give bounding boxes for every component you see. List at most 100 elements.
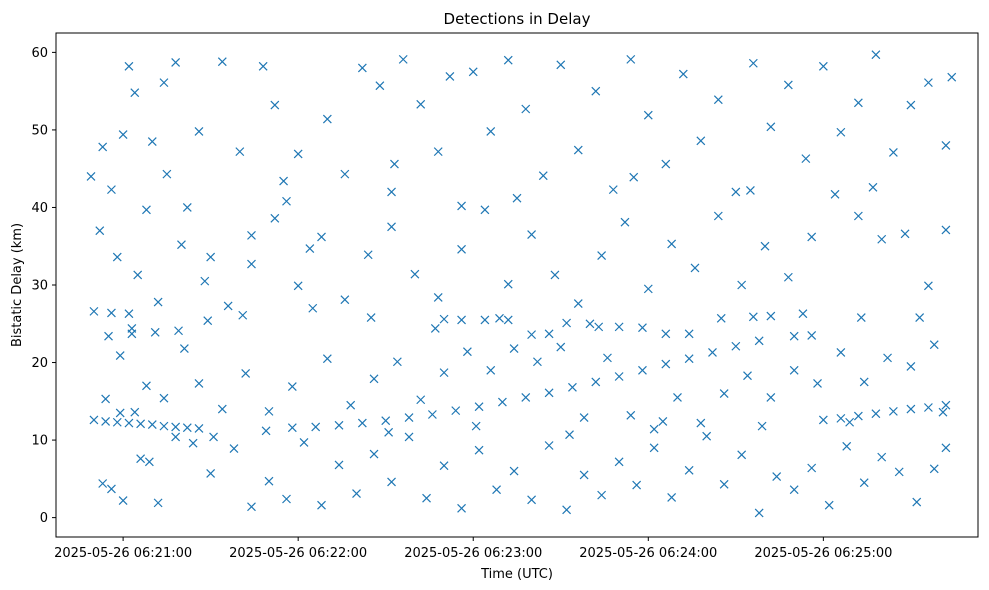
data-point bbox=[789, 365, 799, 375]
data-point bbox=[159, 393, 169, 403]
data-point bbox=[433, 147, 443, 157]
data-point bbox=[544, 388, 554, 398]
data-point bbox=[390, 159, 399, 169]
data-point bbox=[486, 365, 496, 375]
data-point bbox=[206, 468, 216, 478]
data-point bbox=[101, 417, 111, 426]
data-point bbox=[162, 169, 172, 179]
y-axis-ticks: 0 10 20 30 40 50 60 bbox=[31, 46, 56, 526]
data-point bbox=[457, 503, 466, 513]
data-point bbox=[766, 122, 776, 132]
data-point bbox=[451, 406, 461, 416]
data-point bbox=[247, 259, 256, 269]
data-point bbox=[439, 368, 449, 378]
data-point bbox=[311, 422, 321, 432]
data-point bbox=[317, 500, 326, 510]
data-point bbox=[853, 98, 863, 108]
data-point bbox=[719, 389, 729, 398]
data-point bbox=[468, 67, 478, 77]
data-point bbox=[439, 461, 449, 471]
data-point bbox=[760, 241, 770, 251]
data-point bbox=[836, 348, 846, 357]
data-point bbox=[912, 497, 922, 507]
data-point bbox=[585, 319, 595, 329]
data-point bbox=[492, 485, 502, 495]
data-point bbox=[877, 234, 887, 244]
data-point bbox=[818, 415, 828, 425]
data-point bbox=[136, 454, 146, 464]
data-point bbox=[906, 361, 916, 371]
data-point bbox=[509, 466, 519, 476]
data-point bbox=[369, 449, 379, 459]
data-point bbox=[503, 55, 513, 65]
data-point bbox=[521, 104, 531, 114]
data-point bbox=[177, 240, 186, 250]
data-point bbox=[439, 314, 449, 324]
data-point bbox=[731, 341, 741, 351]
data-point bbox=[433, 292, 443, 302]
data-point bbox=[929, 340, 939, 350]
data-point bbox=[521, 393, 531, 402]
data-point bbox=[369, 374, 379, 384]
data-point bbox=[471, 421, 481, 431]
data-point bbox=[159, 421, 169, 431]
data-point bbox=[223, 301, 233, 311]
data-point bbox=[95, 226, 105, 236]
data-point bbox=[696, 418, 706, 428]
data-point bbox=[667, 239, 677, 249]
data-point bbox=[941, 443, 951, 453]
data-point bbox=[340, 295, 350, 305]
data-point bbox=[579, 470, 589, 480]
data-point bbox=[550, 270, 560, 280]
data-point bbox=[684, 329, 694, 339]
data-point bbox=[98, 142, 108, 152]
y-tick-label: 60 bbox=[31, 46, 48, 61]
data-point bbox=[702, 431, 712, 441]
data-point bbox=[124, 309, 134, 319]
data-point bbox=[241, 368, 251, 378]
data-point bbox=[457, 315, 466, 325]
data-point bbox=[182, 203, 192, 212]
data-point bbox=[894, 467, 904, 477]
data-point bbox=[229, 444, 239, 454]
data-point bbox=[789, 485, 799, 495]
x-axis-ticks: 2025-05-26 06:21:00 2025-05-26 06:22:00 20… bbox=[54, 537, 892, 561]
data-point bbox=[503, 279, 513, 289]
data-point bbox=[457, 244, 466, 254]
data-point bbox=[512, 193, 522, 203]
data-point bbox=[305, 244, 315, 253]
data-point bbox=[527, 495, 537, 505]
data-point bbox=[270, 100, 280, 110]
data-point bbox=[194, 424, 204, 433]
data-point bbox=[144, 457, 154, 467]
data-point bbox=[643, 110, 653, 120]
data-point bbox=[159, 78, 169, 88]
data-point bbox=[871, 409, 881, 419]
data-point bbox=[182, 423, 192, 433]
data-point bbox=[153, 498, 163, 508]
data-point bbox=[658, 417, 668, 426]
data-point bbox=[708, 348, 717, 357]
data-point bbox=[188, 438, 198, 448]
data-point bbox=[906, 100, 916, 110]
data-point bbox=[293, 281, 303, 291]
data-point bbox=[282, 494, 291, 504]
data-point bbox=[115, 408, 125, 418]
data-point bbox=[112, 252, 122, 262]
data-point bbox=[591, 377, 601, 387]
data-point bbox=[445, 71, 455, 81]
data-point bbox=[947, 72, 957, 82]
data-point bbox=[661, 359, 671, 369]
data-point bbox=[346, 400, 356, 410]
x-tick-label: 2025-05-26 06:24:00 bbox=[579, 546, 717, 561]
data-point bbox=[565, 430, 574, 440]
data-point bbox=[836, 413, 846, 423]
y-tick-label: 0 bbox=[40, 511, 48, 526]
data-point bbox=[486, 127, 496, 136]
data-point bbox=[209, 432, 218, 442]
data-point bbox=[398, 54, 408, 64]
data-point bbox=[603, 353, 612, 363]
data-point bbox=[509, 344, 519, 354]
data-point bbox=[217, 404, 227, 414]
